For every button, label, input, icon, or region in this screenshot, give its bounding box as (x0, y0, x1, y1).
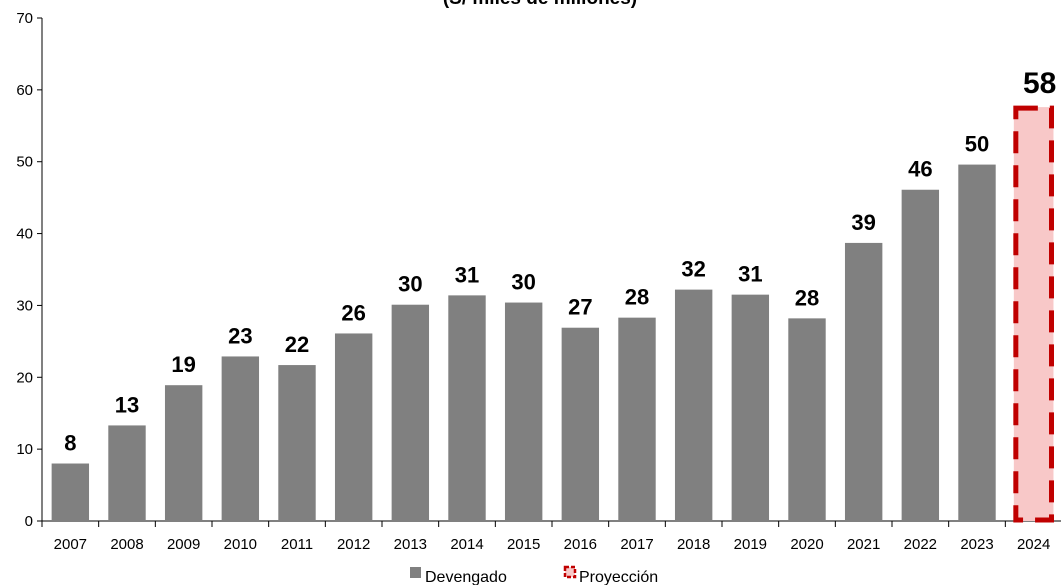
bar-devengado (731, 294, 770, 521)
bars (51, 105, 1054, 523)
data-label: 22 (285, 332, 309, 357)
x-tick-label: 2015 (507, 536, 540, 553)
x-tick-label: 2018 (677, 536, 710, 553)
x-tick-label: 2010 (224, 536, 257, 553)
y-tick-label: 40 (16, 226, 33, 243)
bar-devengado (108, 425, 146, 521)
x-tick-label: 2014 (450, 536, 483, 553)
data-label: 46 (908, 157, 932, 182)
data-label: 28 (795, 285, 819, 310)
y-tick-label: 20 (16, 369, 33, 386)
y-tick-label: 30 (16, 297, 33, 314)
bar-devengado (391, 304, 430, 521)
data-label: 50 (965, 132, 989, 157)
x-tick-label: 2007 (54, 536, 87, 553)
bar-devengado (844, 242, 883, 522)
bar-devengado (504, 302, 543, 521)
bar-devengado (618, 317, 656, 521)
bar-devengado (674, 289, 713, 521)
data-label: 13 (115, 392, 139, 417)
x-tick-label: 2011 (281, 536, 313, 553)
data-label: 39 (851, 210, 875, 235)
data-label: 28 (625, 285, 649, 310)
bar-devengado (164, 385, 203, 521)
bar-devengado (51, 463, 90, 521)
x-tick-label: 2023 (960, 536, 993, 553)
x-axis: 2007 2008 2009 2010 2011 2012 2013 2014 2015 2016… (41, 520, 1061, 553)
x-tick-label: 2020 (790, 536, 823, 553)
bar-proyeccion-border (1013, 105, 1054, 523)
data-label: 19 (171, 352, 195, 377)
y-tick-label: 0 (25, 513, 33, 530)
legend-label-devengado: Devengado (425, 569, 507, 585)
y-tick-label: 10 (16, 441, 33, 458)
y-tick-label: 50 (16, 154, 33, 171)
bar-proyeccion (1013, 107, 1054, 522)
x-tick-label: 2021 (847, 536, 880, 553)
data-label: 8 (64, 431, 76, 456)
x-tick-label: 2019 (734, 536, 767, 553)
x-tick-label: 2024 (1017, 536, 1050, 553)
x-tick-label: 2017 (620, 536, 653, 553)
y-tick-label: 70 (16, 10, 33, 27)
bar-devengado (334, 333, 373, 521)
bar-devengado (901, 189, 940, 521)
x-tick-label: 2008 (110, 536, 143, 553)
chart-title: (S/ miles de millones) (443, 0, 637, 9)
legend-swatch-proyeccion (563, 565, 577, 579)
x-tick-label: 2022 (904, 536, 937, 553)
legend: Devengado Proyección (410, 565, 658, 585)
bar-devengado (221, 356, 260, 521)
data-label: 23 (228, 323, 252, 348)
bar-devengado (278, 365, 316, 521)
bar-devengado (448, 295, 486, 521)
x-tick-label: 2013 (394, 536, 427, 553)
data-label-proyeccion: 58 (1023, 67, 1056, 100)
legend-label-proyeccion: Proyección (579, 569, 658, 585)
bar-devengado (958, 164, 996, 522)
data-labels: 8 13 19 23 22 26 30 31 30 27 28 32 31 28 39 46 50 58 (64, 67, 1056, 455)
data-label: 30 (398, 272, 422, 297)
y-axis: 0 10 20 30 40 50 60 70 (16, 10, 43, 530)
bar-devengado (561, 327, 600, 521)
x-tick-label: 2009 (167, 536, 200, 553)
x-tick-label: 2016 (564, 536, 597, 553)
legend-swatch-devengado (410, 567, 421, 578)
data-label: 31 (455, 262, 479, 287)
data-label: 32 (681, 257, 705, 282)
data-label: 27 (568, 295, 592, 320)
x-tick-label: 2012 (337, 536, 370, 553)
bar-devengado (788, 318, 826, 521)
data-label: 31 (738, 262, 762, 287)
data-label: 26 (341, 300, 365, 325)
y-tick-label: 60 (16, 82, 33, 99)
data-label: 30 (511, 270, 535, 295)
